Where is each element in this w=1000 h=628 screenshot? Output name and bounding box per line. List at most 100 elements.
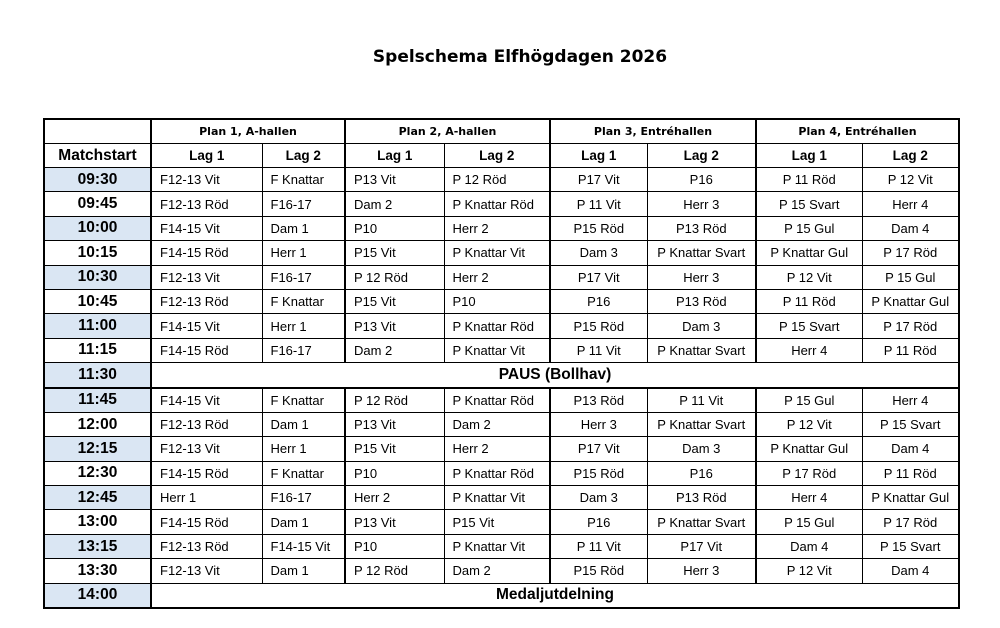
plan-3-lag-1-cell: P15 Röd: [549, 215, 648, 242]
match-row: 13:15 F12-13 Röd F14-15 Vit P10 P Knattar Vi…: [43, 533, 960, 560]
plan-1-lag-1-cell: F14-15 Vit: [150, 313, 263, 339]
plan-2-lag-2-cell: P Knattar Vit: [443, 240, 551, 266]
column-header-row: Matchstart Lag 1 Lag 2 Lag 1 Lag 2 Lag 1…: [43, 143, 960, 168]
match-time: 10:45: [43, 288, 152, 315]
plan-2-lag-1-cell: P15 Vit: [344, 288, 445, 315]
match-time: 09:45: [43, 191, 152, 217]
plan-2-lag-2-cell: P15 Vit: [443, 509, 551, 535]
plan-4-lag-1-cell: P 12 Vit: [755, 411, 863, 438]
plan-1-lag-2-header: Lag 2: [261, 143, 346, 168]
plan-3-lag-1-cell: P15 Röd: [549, 313, 648, 339]
plan-4-lag-2-cell: P Knattar Gul: [861, 288, 960, 315]
plan-4-lag-2-cell: Dam 4: [861, 558, 960, 584]
plan-3-lag-2-header: Lag 2: [646, 143, 757, 168]
plan-4-lag-2-cell: P Knattar Gul: [861, 485, 960, 511]
plan-4-lag-2-cell: P 11 Röd: [861, 460, 960, 487]
plan-2-lag-2-cell: P Knattar Röd: [443, 313, 551, 339]
plan-4-lag-1-cell: P Knattar Gul: [755, 240, 863, 266]
plan-4-lag-2-cell: P 11 Röd: [861, 337, 960, 364]
plan-2-lag-1-cell: P10: [344, 533, 445, 560]
schedule-table: Plan 1, A-hallen Plan 2, A-hallen Plan 3…: [43, 118, 960, 610]
plan-3-lag-1-cell: P15 Röd: [549, 558, 648, 584]
plan-2-lag-2-cell: P Knattar Vit: [443, 485, 551, 511]
plan-1-lag-2-cell: Herr 1: [261, 240, 346, 266]
plan-3-lag-1-cell: Herr 3: [549, 411, 648, 438]
plan-1-lag-1-cell: F12-13 Vit: [150, 264, 263, 290]
plan-3-lag-1-cell: Dam 3: [549, 240, 648, 266]
plan-4-lag-2-cell: Herr 4: [861, 191, 960, 217]
plan-4-lag-2-cell: Dam 4: [861, 215, 960, 242]
plan-2-lag-2-cell: P Knattar Röd: [443, 387, 551, 413]
plan-1-lag-1-cell: F12-13 Vit: [150, 558, 263, 584]
plan-1-lag-2-cell: Dam 1: [261, 509, 346, 535]
plan-2-lag-2-cell: P10: [443, 288, 551, 315]
plan-4-lag-1-cell: P 12 Vit: [755, 558, 863, 584]
plan-2-lag-1-cell: P10: [344, 460, 445, 487]
plan-1-lag-2-cell: F Knattar: [261, 166, 346, 193]
plan-4-lag-1-cell: P 15 Svart: [755, 191, 863, 217]
plan-1-lag-2-cell: F16-17: [261, 337, 346, 364]
plan-2-lag-1-cell: P13 Vit: [344, 313, 445, 339]
match-time: 13:00: [43, 509, 152, 535]
matchstart-header: Matchstart: [43, 143, 152, 168]
plan-4-lag-2-cell: P 17 Röd: [861, 313, 960, 339]
plan-4-lag-2-cell: Herr 4: [861, 387, 960, 413]
plan-3-lag-2-cell: P Knattar Svart: [646, 411, 757, 438]
plan-4-lag-1-cell: P 12 Vit: [755, 264, 863, 290]
plan-3-lag-1-cell: P15 Röd: [549, 460, 648, 487]
break-note: Medaljutdelning: [150, 582, 960, 610]
plan-4-lag-1-cell: P Knattar Gul: [755, 436, 863, 462]
match-time: 09:30: [43, 166, 152, 193]
match-time: 13:15: [43, 533, 152, 560]
plan-4-lag-2-cell: P 15 Gul: [861, 264, 960, 290]
plan-1-lag-1-cell: F12-13 Röd: [150, 411, 263, 438]
plan-3-lag-2-cell: Herr 3: [646, 191, 757, 217]
plan-2-lag-1-cell: P13 Vit: [344, 166, 445, 193]
plan-1-lag-2-cell: F16-17: [261, 485, 346, 511]
match-row: 12:15 F12-13 Vit Herr 1 P15 Vit Herr 2 P17 Vi…: [43, 436, 960, 462]
plan-3-lag-1-cell: P17 Vit: [549, 264, 648, 290]
plan-3-lag-2-cell: P17 Vit: [646, 533, 757, 560]
plan-1-lag-1-cell: F12-13 Vit: [150, 436, 263, 462]
plan-1-lag-1-cell: F12-13 Vit: [150, 166, 263, 193]
plan-1-lag-1-cell: F14-15 Vit: [150, 387, 263, 413]
plan-1-lag-1-cell: F12-13 Röd: [150, 191, 263, 217]
plan-2-lag-1-cell: P 12 Röd: [344, 264, 445, 290]
match-time: 10:15: [43, 240, 152, 266]
plan-1-lag-2-cell: Dam 1: [261, 215, 346, 242]
match-row: 10:00 F14-15 Vit Dam 1 P10 Herr 2 P15 Röd P13 …: [43, 215, 960, 242]
plan-4-lag-1-cell: P 15 Gul: [755, 215, 863, 242]
plan-2-lag-2-cell: P Knattar Röd: [443, 191, 551, 217]
corner-cell: [43, 118, 152, 144]
page-title: Spelschema Elfhögdagen 2026: [372, 47, 668, 67]
plan-4-header: Plan 4, Entréhallen: [755, 118, 960, 144]
plan-4-lag-1-cell: P 15 Gul: [755, 387, 863, 413]
plan-3-lag-1-cell: P 11 Vit: [549, 337, 648, 364]
match-time: 11:15: [43, 337, 152, 364]
plan-1-lag-1-cell: F14-15 Röd: [150, 240, 263, 266]
match-time: 12:45: [43, 485, 152, 511]
plan-4-lag-1-cell: P 11 Röd: [755, 166, 863, 193]
plan-4-lag-2-cell: P 12 Vit: [861, 166, 960, 193]
plan-1-lag-2-cell: F Knattar: [261, 460, 346, 487]
match-row: 11:45 F14-15 Vit F Knattar P 12 Röd P Knatta…: [43, 387, 960, 413]
plan-3-header: Plan 3, Entréhallen: [549, 118, 757, 144]
plan-2-lag-1-cell: Dam 2: [344, 191, 445, 217]
plan-2-lag-1-cell: P15 Vit: [344, 436, 445, 462]
plan-2-lag-2-cell: P Knattar Vit: [443, 337, 551, 364]
break-row: 14:00 Medaljutdelning: [43, 582, 960, 610]
match-time: 10:30: [43, 264, 152, 290]
plan-1-lag-1-cell: F14-15 Röd: [150, 460, 263, 487]
plan-3-lag-2-cell: P Knattar Svart: [646, 509, 757, 535]
plan-2-lag-2-cell: Herr 2: [443, 215, 551, 242]
plan-3-lag-2-cell: P Knattar Svart: [646, 240, 757, 266]
break-note: PAUS (Bollhav): [150, 362, 960, 389]
plan-3-lag-2-cell: Herr 3: [646, 264, 757, 290]
match-time: 12:00: [43, 411, 152, 438]
plan-3-lag-2-cell: P13 Röd: [646, 485, 757, 511]
match-time: 11:30: [43, 362, 152, 389]
plan-1-lag-1-cell: F12-13 Röd: [150, 533, 263, 560]
plan-3-lag-1-cell: P 11 Vit: [549, 191, 648, 217]
match-time: 10:00: [43, 215, 152, 242]
